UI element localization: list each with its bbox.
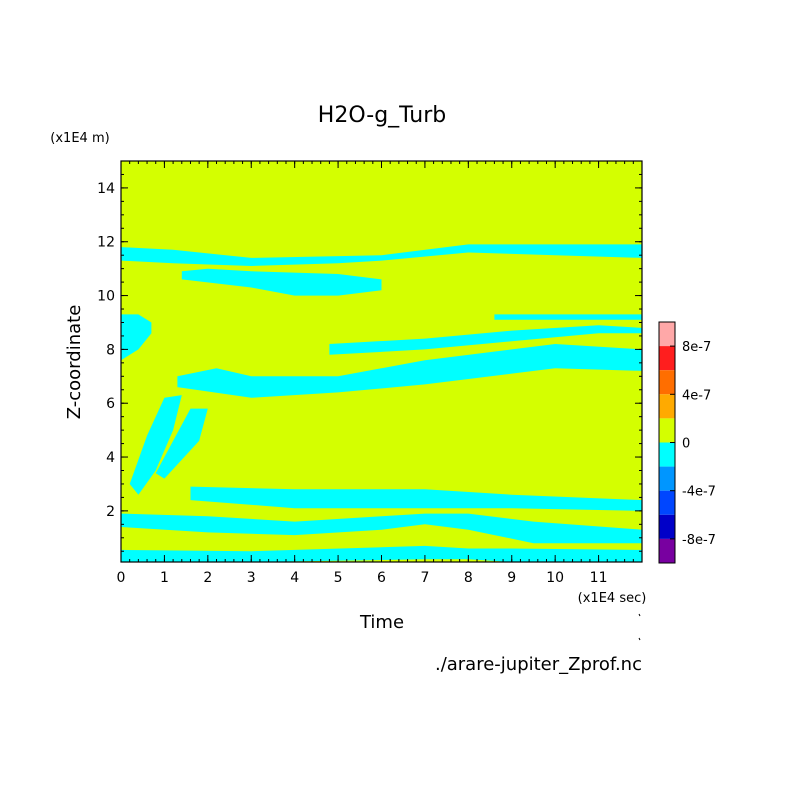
contour-band-6 <box>129 395 182 495</box>
x-tick-label: 6 <box>377 570 386 586</box>
contour-bands <box>121 244 642 562</box>
y-tick-label: 14 <box>97 181 115 197</box>
y-tick-label: 12 <box>97 235 115 251</box>
contour-band-5 <box>329 325 642 355</box>
x-tick-label: 5 <box>334 570 343 586</box>
x-axis-unit: (x1E4 sec) <box>578 591 647 606</box>
colorbar-swatch-2 <box>659 370 675 395</box>
x-tick-label: 7 <box>420 570 429 586</box>
contour-band-7 <box>155 408 208 479</box>
contour-band-1 <box>181 268 382 296</box>
colorbar: 8e-7 4e-7 0 -4e-7 -8e-7 <box>658 321 716 564</box>
colorbar-swatch-0 <box>659 322 675 347</box>
x-tick-label: 9 <box>507 570 516 586</box>
corner-mark <box>638 613 641 641</box>
contour-band-9 <box>121 513 642 544</box>
contour-band-0 <box>121 244 642 266</box>
colorbar-swatch-5 <box>659 442 675 467</box>
colorbar-swatch-9 <box>659 538 675 563</box>
contour-band-8 <box>190 486 642 511</box>
contour-band-2 <box>494 314 642 320</box>
x-tick-label: 1 <box>160 570 169 586</box>
x-axis: 0 1 2 3 4 5 6 7 8 9 10 11 <box>117 161 643 586</box>
source-file-label: ./arare-jupiter_Zprof.nc <box>435 654 642 675</box>
y-tick-label: 10 <box>97 289 115 305</box>
chart-title: H2O-g_Turb <box>318 103 446 128</box>
x-axis-label: Time <box>359 612 404 633</box>
colorbar-label: 4e-7 <box>682 388 711 403</box>
colorbar-swatch-6 <box>659 466 675 491</box>
colorbar-label: -8e-7 <box>682 533 716 548</box>
y-axis-label: Z-coordinate <box>64 305 85 420</box>
x-tick-label: 8 <box>464 570 473 586</box>
y-tick-label: 6 <box>106 396 115 412</box>
y-tick-label: 4 <box>106 450 115 466</box>
x-tick-label: 0 <box>117 570 126 586</box>
x-tick-label: 10 <box>546 570 564 586</box>
y-tick-label: 2 <box>106 504 115 520</box>
y-axis: 2 4 6 8 10 12 14 <box>97 160 642 552</box>
colorbar-swatch-8 <box>659 514 675 539</box>
colorbar-swatch-4 <box>659 418 675 443</box>
colorbar-label: 8e-7 <box>682 340 711 355</box>
colorbar-swatch-7 <box>659 490 675 515</box>
x-tick-label: 3 <box>247 570 256 586</box>
y-axis-unit: (x1E4 m) <box>50 131 109 146</box>
x-tick-label: 4 <box>290 570 299 586</box>
y-tick-label: 8 <box>106 342 115 358</box>
x-tick-label: 11 <box>590 570 608 586</box>
contour-band-4 <box>177 344 642 398</box>
colorbar-label: 0 <box>682 437 690 452</box>
colorbar-swatch-3 <box>659 394 675 419</box>
x-tick-label: 2 <box>203 570 212 586</box>
colorbar-label: -4e-7 <box>682 485 716 500</box>
contour-band-3 <box>121 314 152 361</box>
colorbar-swatch-1 <box>659 346 675 371</box>
